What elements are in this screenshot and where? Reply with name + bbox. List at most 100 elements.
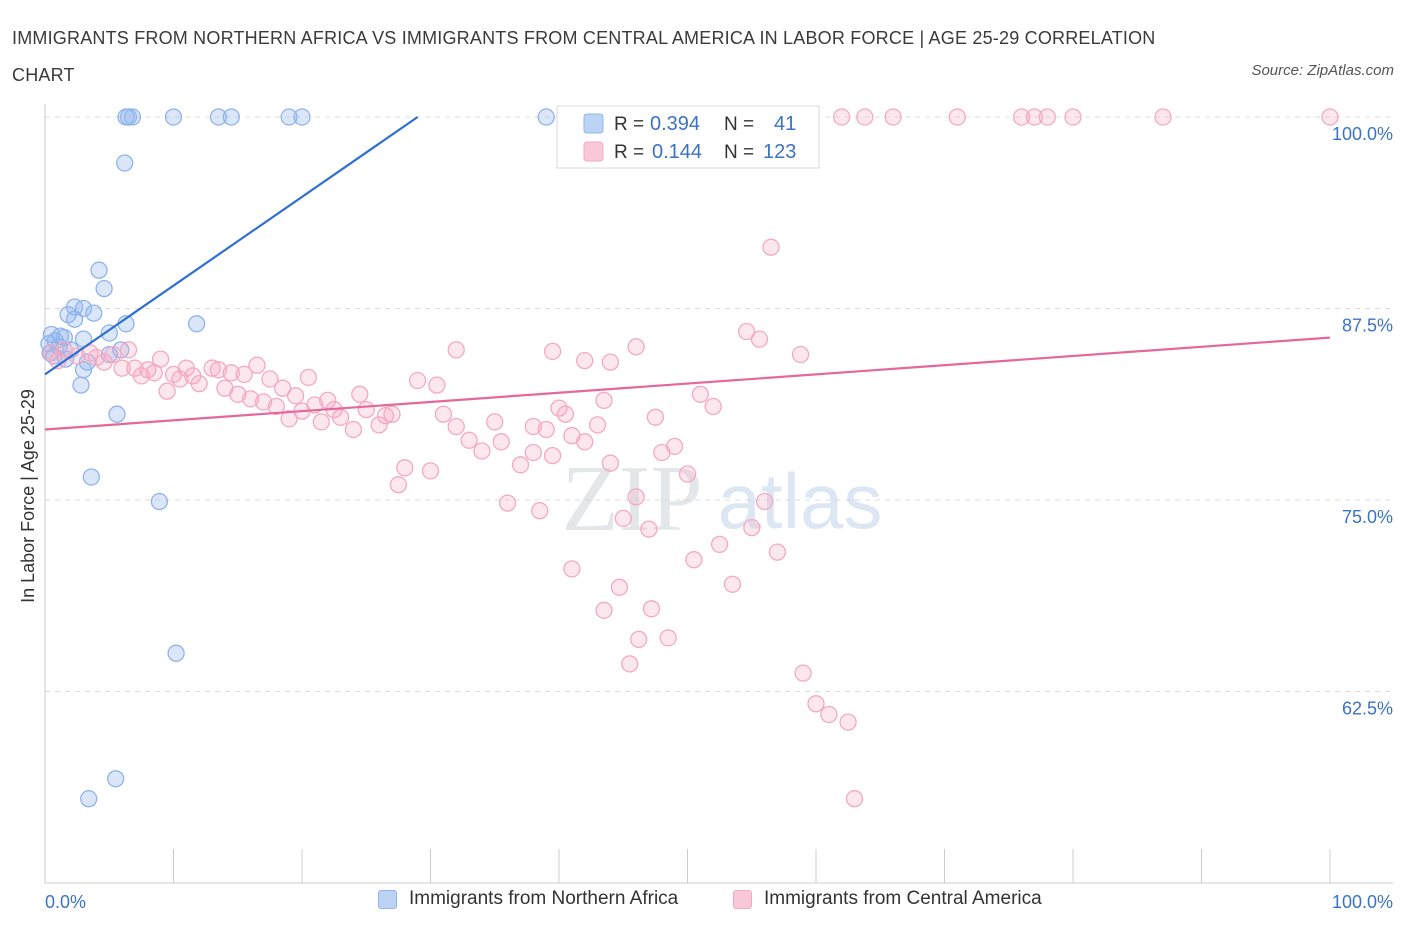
point-central-america-78 — [486, 413, 504, 431]
point-central-america-119 — [723, 575, 742, 593]
point-central-america-64 — [351, 385, 369, 403]
point-northern-africa-5 — [222, 108, 240, 126]
watermark-zip: ZIP — [562, 447, 703, 551]
point-northern-africa-18 — [187, 315, 206, 333]
legend-swatch-northern-africa — [378, 889, 397, 909]
trend-line-central-america — [44, 336, 1331, 431]
point-central-america-41 — [190, 374, 208, 393]
point-central-america-79 — [492, 433, 510, 451]
point-northern-africa-2 — [123, 108, 142, 126]
point-central-america-17 — [543, 342, 562, 361]
point-northern-africa-38 — [150, 492, 169, 511]
point-central-america-6 — [1012, 108, 1031, 126]
point-central-america-42 — [203, 359, 221, 377]
trend-lines — [44, 116, 1331, 431]
point-central-america-9 — [1064, 108, 1082, 126]
legend-label-northern-africa: Immigrants from Northern Africa — [409, 888, 679, 909]
point-central-america-88 — [556, 405, 575, 423]
point-central-america-47 — [235, 365, 253, 384]
point-central-america-80 — [498, 494, 517, 512]
point-central-america-2 — [833, 108, 851, 126]
point-northern-africa-4 — [209, 108, 228, 126]
point-central-america-53 — [274, 379, 292, 397]
point-northern-africa-6 — [280, 108, 298, 126]
point-central-america-90 — [576, 433, 594, 451]
point-central-america-73 — [428, 376, 446, 394]
point-central-america-16 — [447, 341, 465, 359]
chart-title: IMMIGRANTS FROM NORTHERN AFRICA VS IMMIG… — [12, 28, 1156, 85]
watermark: ZIP atlas — [562, 447, 883, 551]
legend-label-central-america: Immigrants from Central America — [764, 888, 1042, 909]
point-central-america-54 — [280, 410, 298, 428]
point-central-america-46 — [229, 385, 247, 403]
y-tick-label-2: 75.0% — [1342, 507, 1393, 527]
legend-item-northern-africa[interactable]: Immigrants from Northern Africa — [378, 888, 678, 910]
point-central-america-15 — [791, 345, 810, 364]
point-central-america-10 — [1154, 108, 1172, 126]
point-central-america-83 — [531, 502, 549, 520]
point-central-america-105 — [621, 655, 639, 673]
point-northern-africa-36 — [108, 405, 126, 423]
point-central-america-72 — [421, 462, 440, 480]
point-central-america-57 — [299, 368, 318, 387]
x-tick-label-1: 100.0% — [1332, 892, 1393, 912]
legend-r-label-2: R = — [614, 142, 644, 163]
y-axis-title: In Labor Force | Age 25-29 — [18, 389, 38, 603]
point-central-america-113 — [794, 664, 812, 682]
y-tick-label-1: 87.5% — [1342, 316, 1393, 336]
chart-source: Source: ZipAtlas.com — [1251, 62, 1394, 79]
point-central-america-69 — [389, 476, 408, 494]
point-central-america-67 — [376, 407, 395, 425]
point-central-america-8 — [1038, 108, 1056, 126]
legend-swatch-pink — [583, 141, 604, 162]
point-central-america-96 — [640, 520, 658, 538]
point-central-america-100 — [678, 465, 697, 483]
bottom-legend: Immigrants from Northern Africa Immigran… — [0, 888, 1406, 918]
point-central-america-20 — [601, 353, 620, 371]
point-central-america-70 — [396, 459, 414, 477]
point-central-america-120 — [710, 535, 729, 554]
point-northern-africa-16 — [65, 310, 84, 328]
point-central-america-115 — [820, 705, 838, 724]
point-northern-africa-8 — [537, 108, 555, 126]
point-central-america-52 — [267, 397, 285, 416]
point-central-america-51 — [261, 370, 279, 388]
point-central-america-114 — [807, 695, 825, 713]
point-central-america-111 — [743, 518, 761, 537]
point-central-america-55 — [286, 387, 305, 405]
point-central-america-50 — [254, 393, 273, 411]
watermark-atlas: atlas — [718, 457, 883, 545]
point-central-america-99 — [665, 437, 684, 456]
point-central-america-84 — [524, 443, 542, 462]
point-northern-africa-15 — [85, 304, 103, 322]
point-central-america-103 — [595, 601, 613, 619]
point-central-america-93 — [601, 454, 620, 472]
point-central-america-81 — [511, 456, 530, 474]
point-central-america-14 — [750, 330, 769, 348]
point-central-america-65 — [357, 400, 375, 419]
point-central-america-101 — [685, 551, 703, 569]
point-central-america-109 — [691, 385, 710, 403]
point-northern-africa-40 — [107, 770, 125, 788]
point-central-america-91 — [588, 416, 607, 434]
point-central-america-74 — [434, 405, 453, 423]
point-northern-africa-11 — [95, 279, 113, 298]
point-central-america-76 — [460, 431, 478, 449]
legend-item-central-america[interactable]: Immigrants from Central America — [733, 888, 1042, 910]
point-central-america-118 — [768, 543, 787, 561]
point-central-america-62 — [331, 408, 350, 426]
points-central-america — [42, 108, 1339, 808]
point-central-america-82 — [524, 417, 542, 436]
point-central-america-7 — [1025, 108, 1044, 126]
point-northern-africa-10 — [90, 261, 108, 279]
point-central-america-35 — [151, 350, 170, 368]
legend-n-value-2: 123 — [763, 141, 796, 163]
point-central-america-68 — [383, 405, 401, 423]
legend-n-label-2: N = — [724, 142, 754, 163]
point-central-america-13 — [737, 322, 756, 341]
y-tick-label-3: 62.5% — [1342, 699, 1393, 719]
point-central-america-108 — [659, 629, 677, 647]
point-central-america-95 — [627, 488, 645, 506]
point-central-america-104 — [610, 578, 629, 596]
point-central-america-11 — [1321, 108, 1339, 126]
